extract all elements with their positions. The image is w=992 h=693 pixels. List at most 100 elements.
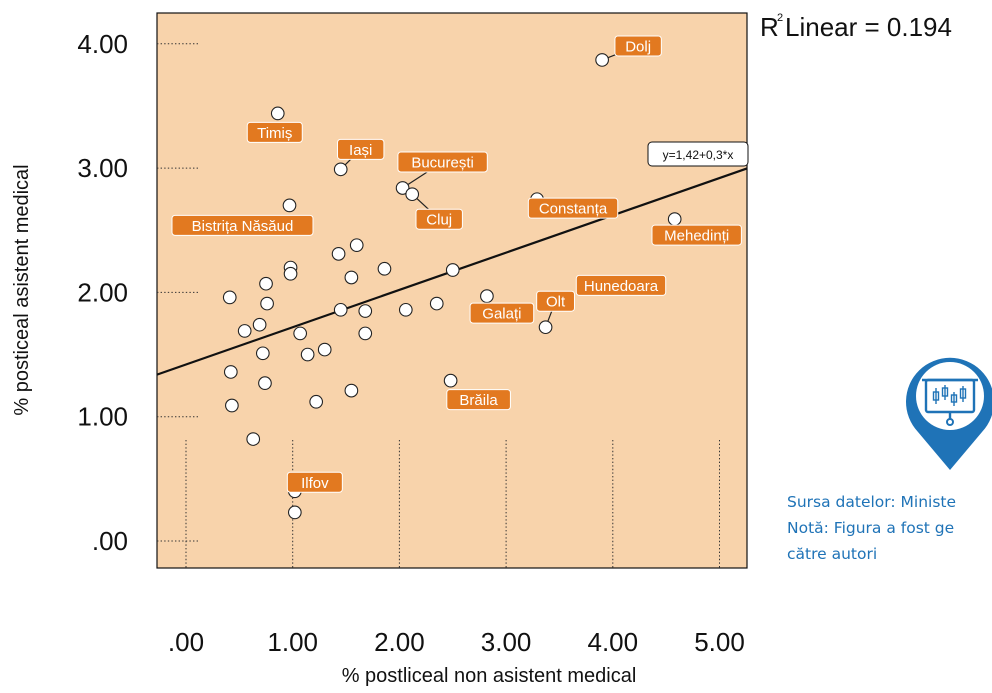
r2-letter: R (760, 12, 779, 42)
point-label-box (397, 151, 488, 173)
data-point (333, 162, 348, 177)
point-label-box (286, 471, 343, 493)
x-axis-label: % postliceal non asistent medical (342, 665, 637, 687)
point-label: Galați (469, 302, 535, 324)
fit-equation-box: y=1,42+0,3*x (647, 141, 749, 167)
data-point (538, 320, 553, 335)
data-point (237, 324, 252, 338)
point-label: Olt (536, 290, 575, 312)
point-label: Mehedinți (651, 224, 742, 246)
data-point (429, 296, 444, 311)
point-label: Brăila (446, 389, 511, 411)
x-tick-label: 2.00 (374, 627, 425, 657)
data-point (377, 261, 392, 276)
fit-equation: y=1,42+0,3*x (663, 148, 734, 162)
data-point (349, 238, 364, 253)
x-tick-label: 4.00 (587, 627, 638, 657)
y-axis-label: % posticeal asistent medical (11, 164, 33, 415)
point-label-box (446, 389, 511, 411)
r2-superscript: 2 (777, 12, 783, 24)
point-label-box (614, 35, 662, 57)
data-point (344, 270, 359, 285)
point-label: Iași (337, 138, 385, 160)
data-point (667, 212, 682, 226)
note-line: Notă: Figura a fost ge (787, 519, 955, 537)
point-label-box (575, 274, 667, 296)
point-label-text: Olt (546, 294, 566, 311)
r-squared-label: R 2 Linear = 0.194 (760, 12, 952, 42)
x-tick-label: 1.00 (267, 627, 318, 657)
data-point (358, 326, 373, 341)
data-point (344, 383, 359, 398)
point-label: Dolj (614, 35, 662, 57)
point-label-text: Ilfov (301, 475, 329, 492)
data-point (270, 106, 285, 121)
point-label: Ilfov (286, 471, 343, 493)
data-point (222, 290, 237, 305)
x-tick-label: .00 (168, 627, 204, 657)
point-label: Timiș (246, 121, 303, 143)
y-tick-labels: .00 1.00 2.00 3.00 4.00 (77, 29, 128, 556)
point-label: Cluj (415, 208, 463, 230)
point-label-text: Iași (349, 142, 372, 159)
note-line-continued: către autori (787, 545, 878, 563)
x-tick-labels: .00 1.00 2.00 3.00 4.00 5.00 (168, 627, 745, 657)
point-label-text: București (411, 154, 474, 171)
data-point (358, 304, 373, 318)
y-tick-label: 2.00 (77, 277, 128, 307)
point-labels: Dolj Timiș Iași București Cluj Constanța Bistr… (171, 35, 742, 493)
data-point (395, 181, 410, 195)
data-point (287, 505, 302, 520)
point-label-box (337, 138, 385, 160)
point-label-box (536, 290, 575, 312)
data-point (255, 346, 270, 361)
x-tick-label: 3.00 (481, 627, 532, 657)
point-label-box (651, 224, 742, 246)
point-label-text: Constanța (539, 201, 608, 218)
y-tick-label: 3.00 (77, 153, 128, 183)
point-label: Bistrița Năsăud (171, 214, 314, 236)
point-label-text: Mehedinți (664, 228, 729, 245)
data-point (309, 394, 324, 409)
x-tick-label: 5.00 (694, 627, 745, 657)
data-point (258, 376, 272, 390)
data-point (480, 289, 494, 303)
data-point (252, 317, 267, 332)
point-label-text: Brăila (459, 392, 498, 409)
point-label: Hunedoara (575, 274, 667, 296)
chart-pin-icon (906, 357, 992, 470)
data-point (595, 53, 609, 67)
y-tick-label: 1.00 (77, 402, 128, 432)
data-point (398, 302, 413, 317)
data-point (445, 263, 460, 277)
point-label-text: Galați (482, 306, 521, 323)
point-label-box (171, 214, 314, 236)
y-tick-label: .00 (92, 526, 128, 556)
point-label-text: Bistrița Năsăud (192, 218, 294, 235)
r2-value: Linear = 0.194 (785, 12, 952, 42)
data-point (293, 326, 308, 341)
data-point (283, 266, 298, 281)
data-point (405, 187, 420, 202)
point-label-box (527, 197, 619, 219)
point-label-box (469, 302, 535, 324)
data-point (223, 365, 238, 379)
point-label-box (415, 208, 463, 230)
source-note: Sursa datelor: Ministe Notă: Figura a fo… (787, 489, 992, 569)
data-point (260, 296, 274, 311)
data-point (259, 276, 273, 291)
point-label-text: Dolj (625, 38, 651, 55)
point-label-text: Timiș (257, 125, 292, 142)
point-label: București (397, 151, 488, 173)
point-label-text: Hunedoara (584, 278, 659, 295)
data-point (443, 373, 458, 388)
source-line: Sursa datelor: Ministe (787, 493, 957, 511)
data-point (300, 347, 315, 362)
data-point (331, 247, 346, 261)
point-label: Constanța (527, 197, 619, 219)
data-point (333, 302, 348, 317)
data-point (282, 198, 297, 213)
point-label-text: Cluj (426, 212, 452, 229)
data-point (317, 342, 332, 357)
